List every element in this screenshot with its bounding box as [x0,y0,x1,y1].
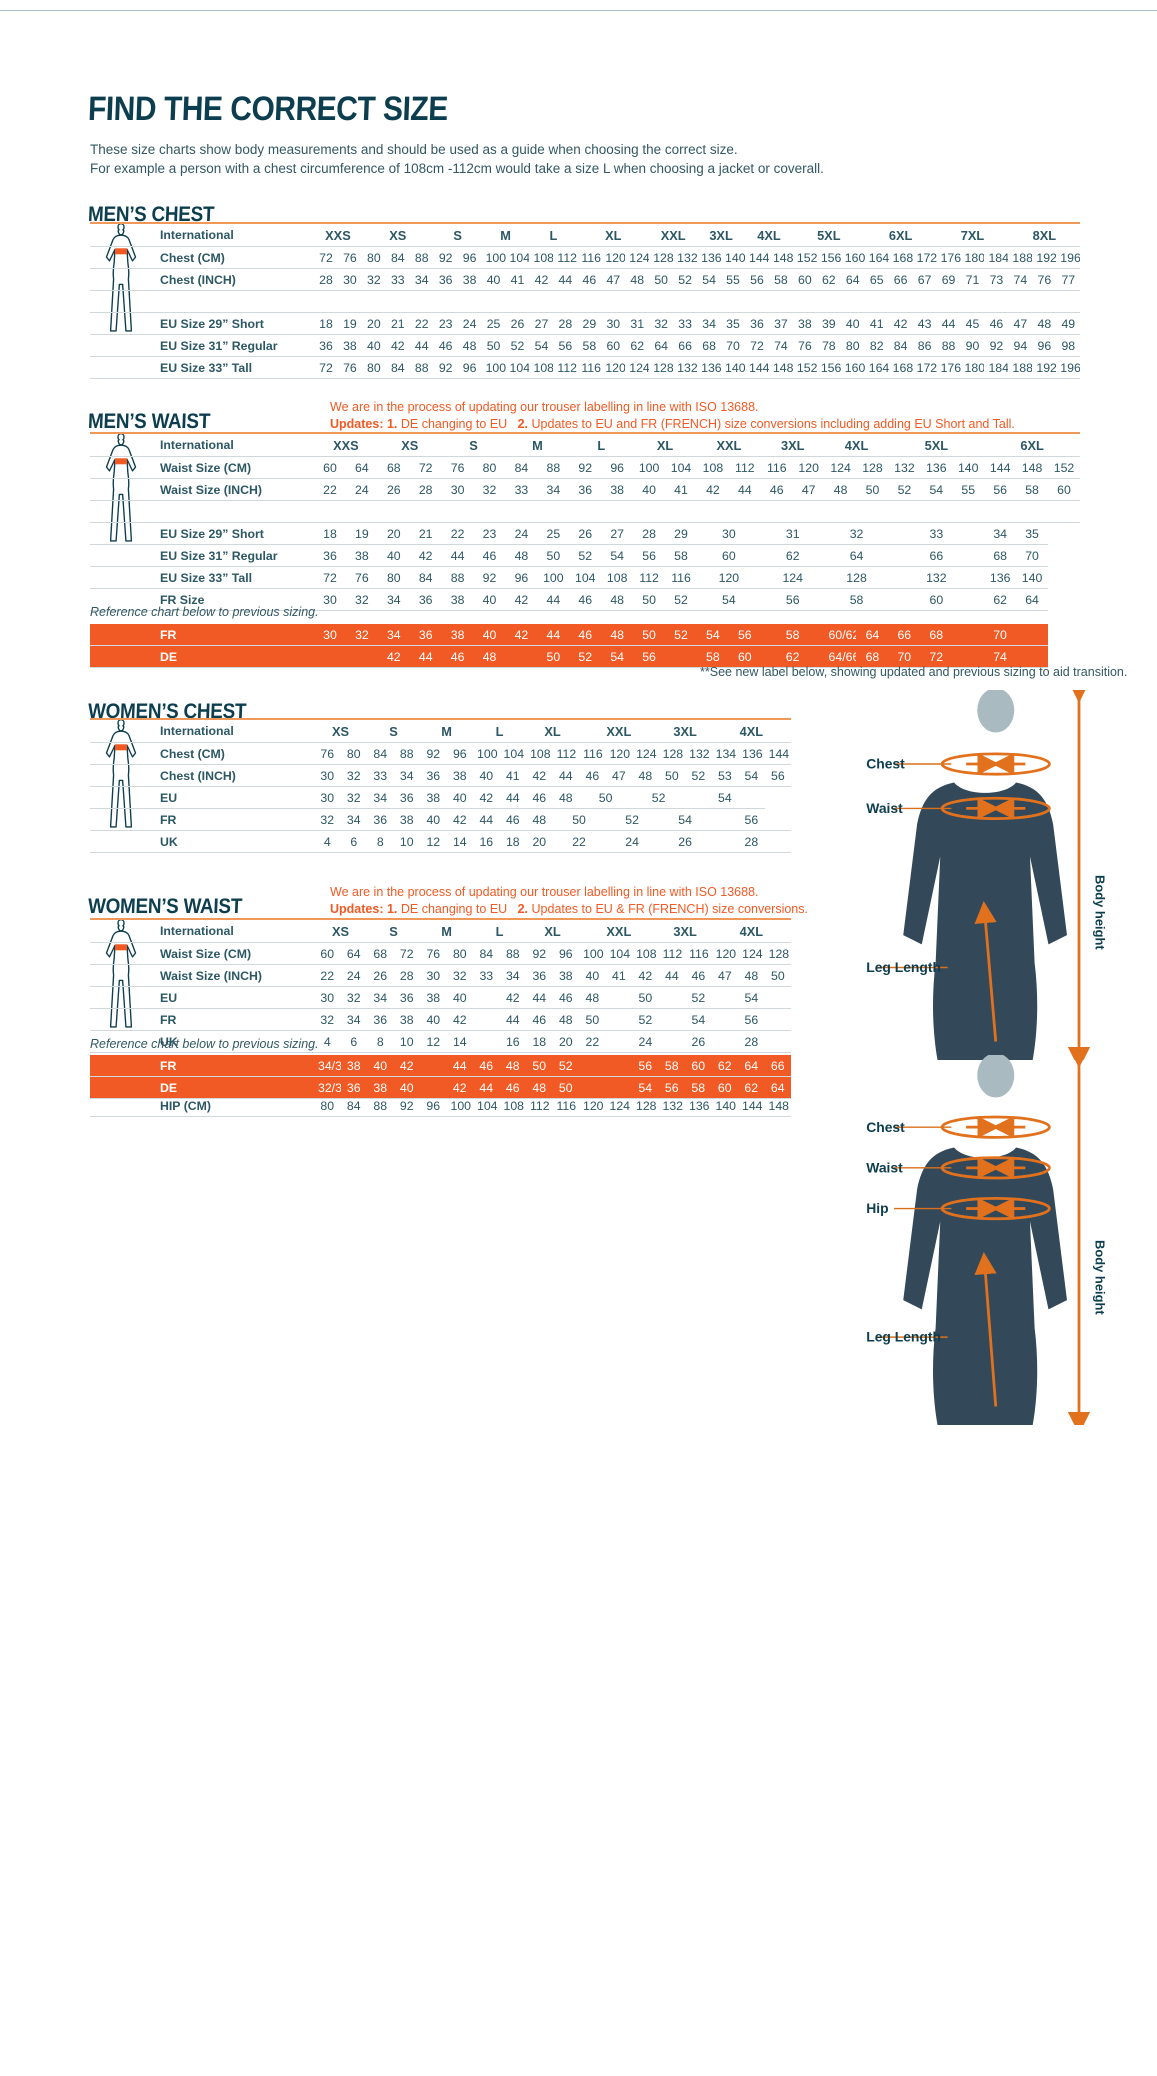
svg-text:Chest: Chest [866,1119,905,1135]
svg-text:Chest: Chest [866,756,905,772]
svg-text:Leg Length: Leg Length [866,1329,941,1345]
svg-text:Leg Length: Leg Length [866,959,941,975]
svg-text:Body height: Body height [1093,875,1108,950]
svg-text:Waist: Waist [866,800,903,816]
svg-text:Waist: Waist [866,1159,903,1175]
svg-text:Body height: Body height [1093,1240,1108,1315]
svg-text:Hip: Hip [866,1200,888,1216]
